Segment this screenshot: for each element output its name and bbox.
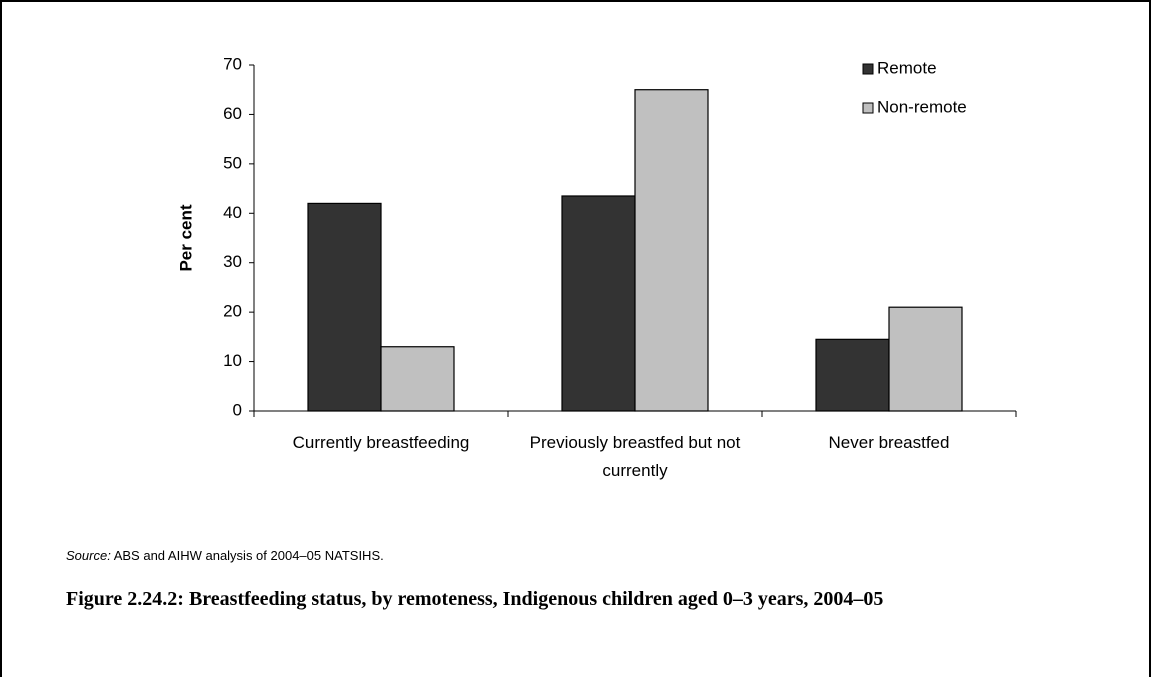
label-line: Currently breastfeeding <box>293 433 470 452</box>
bar <box>815 338 890 412</box>
source-text: ABS and AIHW analysis of 2004–05 NATSIHS… <box>113 548 384 563</box>
y-tick-label: 20 <box>223 302 242 321</box>
y-axis-label: Per cent <box>176 204 195 271</box>
x-tick-label: Never breastfed <box>829 433 950 452</box>
x-tick-label: Previously breastfed but not currently <box>530 433 741 480</box>
bar <box>307 202 382 412</box>
label-line: Never breastfed <box>829 433 950 452</box>
y-tick-label: 0 <box>233 400 242 419</box>
bar <box>380 346 455 412</box>
bar <box>888 306 963 412</box>
bar <box>634 89 709 412</box>
caption: Figure 2.24.2: Breastfeeding status, by … <box>66 588 884 610</box>
legend-label: Non-remote <box>877 97 967 116</box>
y-tick-label: 60 <box>223 104 242 123</box>
y-tick-label: 70 <box>223 54 242 73</box>
bar <box>561 195 636 412</box>
legend-swatch <box>862 102 874 114</box>
legend-swatch <box>862 63 874 75</box>
y-tick-label: 10 <box>223 351 242 370</box>
y-tick-label: 40 <box>223 203 242 222</box>
x-tick-label: Currently breastfeeding <box>293 433 470 452</box>
label-line: Previously breastfed but not <box>530 433 741 452</box>
legend-label: Remote <box>877 58 937 77</box>
chart: Per cent 0 10 20 30 40 50 60 70 Currently breast… <box>176 54 1017 480</box>
source: Source: ABS and AIHW analysis of 2004–05… <box>66 548 384 563</box>
source-label: Source: <box>66 548 111 563</box>
y-tick-label: 50 <box>223 153 242 172</box>
label-line: currently <box>602 461 668 480</box>
y-tick-label: 30 <box>223 252 242 271</box>
